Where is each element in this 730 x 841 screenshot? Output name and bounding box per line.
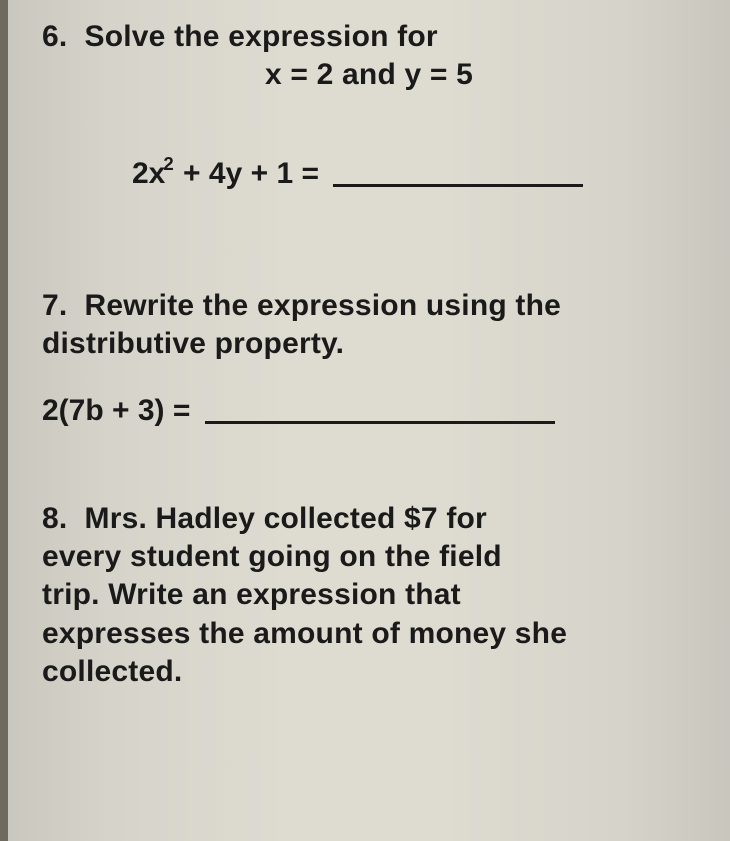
problem-8-number: 8. [42, 502, 67, 535]
problem-6-text1: Solve the expression for [85, 20, 438, 53]
problem-7-expr: 2(7b + 3) = [42, 394, 190, 427]
problem-6-expr-rest: + 4y + 1 = [175, 157, 319, 190]
problem-8-line2: every student going on the field [42, 538, 696, 576]
problem-8: 8. Mrs. Hadley collected $7 for every st… [42, 500, 696, 692]
problem-7: 7. Rewrite the expression using the dist… [42, 287, 696, 428]
problem-6: 6. Solve the expression for x = 2 and y … [42, 18, 696, 191]
problem-7-text1: Rewrite the expression using the [85, 289, 562, 322]
problem-8-line5: collected. [42, 653, 696, 691]
problem-6-answer-blank[interactable] [333, 157, 583, 187]
problem-7-answer-blank[interactable] [205, 394, 555, 424]
problem-7-number: 7. [42, 289, 67, 322]
problem-8-line3: trip. Write an expression that [42, 576, 696, 614]
problem-7-prompt-line1: 7. Rewrite the expression using the [42, 287, 696, 325]
problem-6-expression: 2x2 + 4y + 1 = [42, 153, 696, 191]
problem-6-expr-sup: 2 [163, 153, 173, 174]
problem-8-line4: expresses the amount of money she [42, 615, 696, 653]
problem-7-expression: 2(7b + 3) = [42, 390, 696, 428]
problem-8-text1: Mrs. Hadley collected $7 for [85, 502, 487, 535]
problem-6-expr-base: 2x [132, 157, 165, 190]
worksheet-page: 6. Solve the expression for x = 2 and y … [0, 0, 730, 774]
problem-6-prompt-line1: 6. Solve the expression for [42, 18, 696, 56]
problem-8-line1: 8. Mrs. Hadley collected $7 for [42, 500, 696, 538]
problem-7-prompt-line2: distributive property. [42, 325, 696, 363]
problem-6-number: 6. [42, 20, 67, 53]
problem-6-prompt-line2: x = 2 and y = 5 [42, 56, 696, 94]
